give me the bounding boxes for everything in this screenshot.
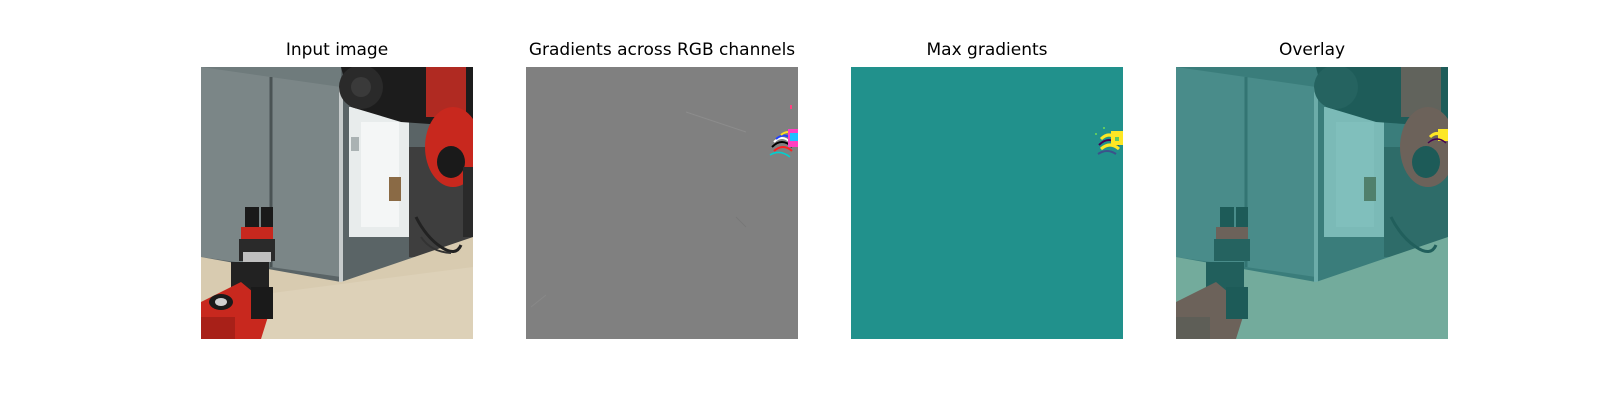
- max-gradient-hotspot: [1095, 127, 1123, 155]
- gradients-rgb-image: [526, 67, 798, 339]
- overlay-hotspot: [1427, 129, 1448, 144]
- panel-title: Overlay: [1278, 40, 1346, 60]
- overlay-image: [1176, 67, 1448, 339]
- input-image: [201, 67, 473, 339]
- panel-title: Input image: [285, 40, 389, 60]
- gradient-hotspot: [769, 105, 798, 158]
- panel-title: Max gradients: [926, 40, 1048, 60]
- max-gradients-image: [851, 67, 1123, 339]
- panel-title: Gradients across RGB channels: [528, 40, 796, 60]
